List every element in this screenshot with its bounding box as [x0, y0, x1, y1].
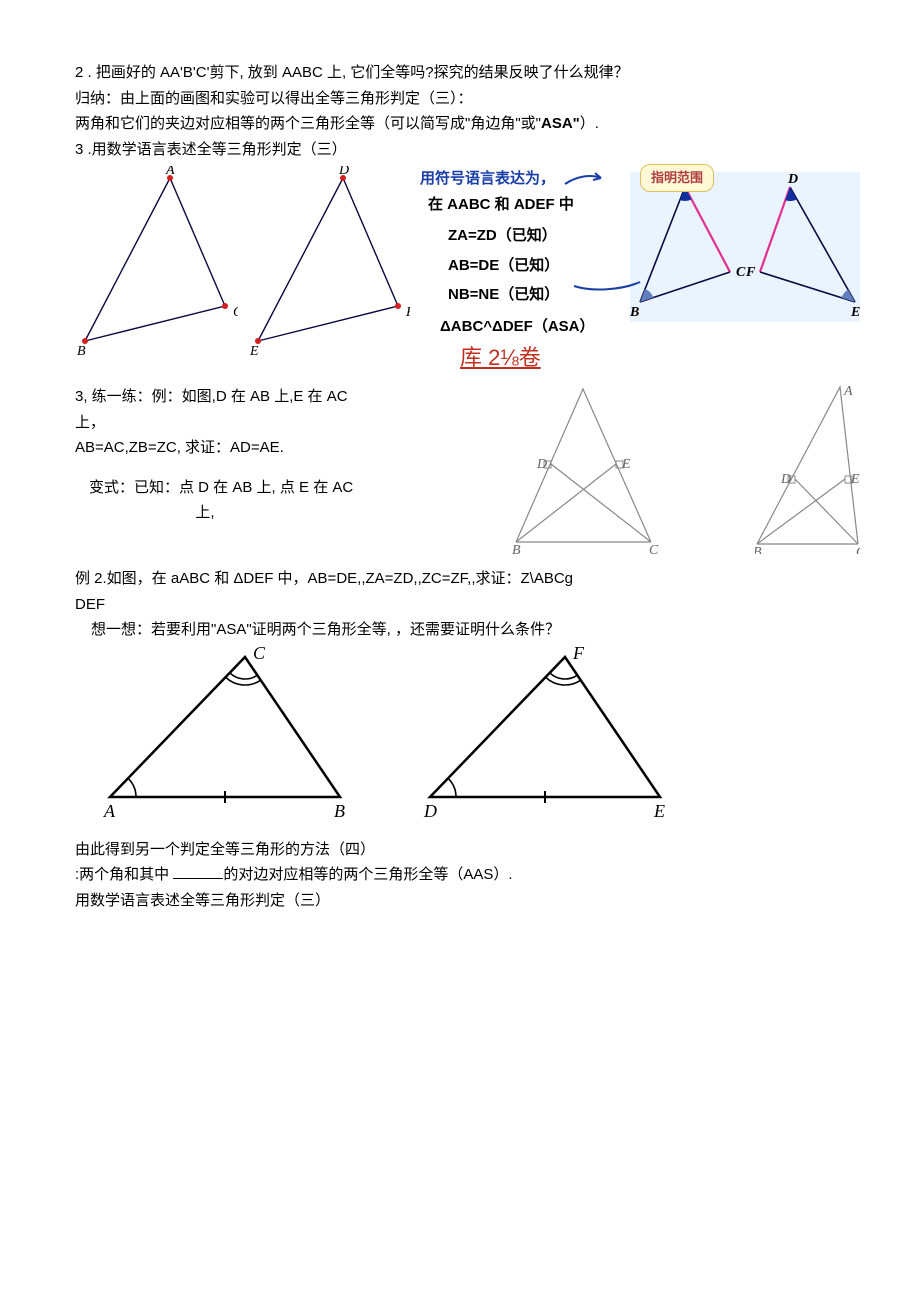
ex3-p3b: 上,	[75, 500, 335, 526]
q2-l3-pre: 两角和它们的夹边对应相等的两个三角形全等（可以简写成"角边角"或"	[75, 115, 541, 132]
underline-swoosh-icon	[572, 278, 642, 294]
notation-c2: AB=DE（已知）	[448, 253, 620, 279]
q3-heading: 3 .用数学语言表述全等三角形判定（三）	[75, 137, 860, 163]
svg-text:F: F	[745, 265, 756, 280]
notation-column: 用符号语言表达为， 在 AABC 和 ADEF 中 ZA=ZD（已知） AB=D…	[420, 166, 620, 376]
ex2-l1: 例 2.如图，在 aABC 和 ΔDEF 中，AB=DE,,ZA=ZD,,ZC=…	[75, 566, 860, 592]
arrow-icon	[563, 170, 605, 188]
svg-text:C: C	[736, 265, 746, 280]
svg-text:E: E	[850, 472, 860, 487]
triangle-abc-diagram: A B C	[75, 166, 238, 356]
notation-in: 在 AABC 和 ADEF 中	[428, 192, 620, 218]
ex3-p2: AB=AC,ZB=ZC, 求证：AD=AE.	[75, 435, 415, 461]
svg-text:D: D	[780, 472, 791, 487]
svg-text:A: A	[165, 166, 175, 178]
svg-text:B: B	[334, 801, 345, 821]
angle-marked-triangles: ABCDEF	[630, 172, 860, 322]
svg-text:C: C	[649, 543, 659, 554]
ex3-p3a: 变式：已知：点 D 在 AB 上, 点 E 在 AC	[75, 475, 415, 501]
svg-text:B: B	[77, 344, 86, 356]
svg-text:B: B	[755, 545, 762, 554]
svg-text:E: E	[249, 344, 259, 356]
concl-l2-pre: :两个角和其中	[75, 866, 173, 883]
right-panel: 指明范围 ABCDEF	[630, 166, 860, 322]
svg-text:D: D	[787, 172, 798, 187]
triangle-def-diagram: D E F	[248, 166, 411, 356]
svg-text:B: B	[512, 543, 521, 554]
svg-text:C: C	[253, 647, 266, 663]
ex3-p1b: 上，	[75, 410, 415, 436]
q2-line1: 2 . 把画好的 AA'B'C'剪下, 放到 AABC 上, 它们全等吗?探究的…	[75, 60, 860, 86]
concl-l2-post: 的对边对应相等的两个三角形全等（AAS）.	[223, 866, 512, 883]
notation-c1: ZA=ZD（已知）	[448, 223, 620, 249]
svg-text:D: D	[338, 166, 349, 178]
ex3-p1a: 3, 练一练：例：如图,D 在 AB 上,E 在 AC	[75, 384, 415, 410]
exercise-3-figure-2: A B C D E	[755, 384, 860, 554]
red-footer-link: 库 2⅛卷	[460, 339, 620, 376]
q2-line2: 归纳：由上面的画图和实验可以得出全等三角形判定（三）：	[75, 86, 860, 112]
svg-text:B: B	[630, 305, 639, 320]
svg-text:D: D	[536, 457, 547, 472]
ex2-l2: DEF	[75, 592, 860, 618]
section-3-figure-row: A B C D E F 用符号语言表达为， 在 AABC 和 ADEF 中 ZA=ZD（…	[75, 166, 860, 376]
notation-conclusion: ΔABC^ΔDEF（ASA）	[440, 314, 620, 340]
exercise-3-row: 3, 练一练：例：如图,D 在 AB 上,E 在 AC 上， AB=AC,ZB=…	[75, 384, 860, 554]
exercise-3-figure-1: B C D E	[501, 384, 666, 554]
blank-underline	[173, 863, 223, 879]
callout-badge: 指明范围	[640, 164, 714, 192]
notation-title: 用符号语言表达为，	[420, 166, 555, 192]
concl-l3: 用数学语言表述全等三角形判定（三）	[75, 888, 860, 914]
bottom-triangles-row: A B C D E F	[95, 647, 860, 837]
svg-text:D: D	[423, 801, 437, 821]
ex2-l3: 想一想：若要利用"ASA"证明两个三角形全等, ，还需要证明什么条件？	[75, 617, 860, 643]
bottom-triangle-abc: A B C	[95, 647, 355, 837]
svg-text:A: A	[103, 801, 116, 821]
q2-l3-post: ）.	[580, 115, 599, 132]
svg-text:E: E	[850, 305, 860, 320]
bottom-triangle-def: D E F	[415, 647, 675, 837]
q2-line3: 两角和它们的夹边对应相等的两个三角形全等（可以简写成"角边角"或"ASA"）.	[75, 111, 860, 137]
svg-text:A: A	[843, 384, 853, 399]
svg-text:F: F	[405, 305, 411, 320]
svg-text:C: C	[856, 545, 860, 554]
svg-text:E: E	[621, 457, 631, 472]
svg-text:C: C	[233, 305, 238, 320]
concl-l2: :两个角和其中 的对边对应相等的两个三角形全等（AAS）.	[75, 862, 860, 888]
svg-text:F: F	[572, 647, 585, 663]
concl-l1: 由此得到另一个判定全等三角形的方法（四）	[75, 837, 860, 863]
q2-l3-asa: ASA"	[541, 115, 580, 132]
svg-text:E: E	[653, 801, 665, 821]
